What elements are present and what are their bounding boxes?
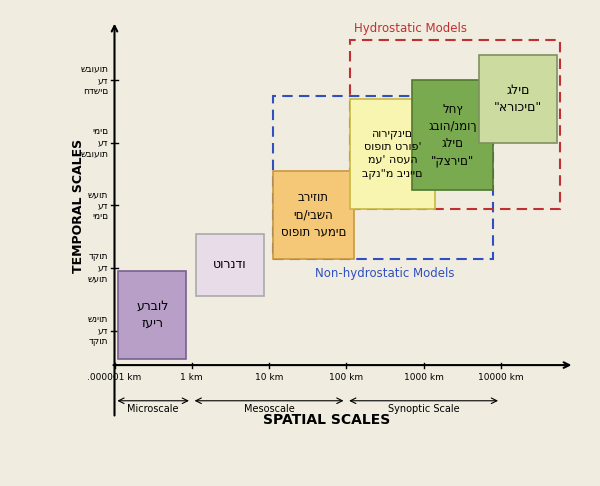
Text: 10000 km: 10000 km [478, 373, 524, 382]
Text: דקות
עד
שעות: דקות עד שעות [88, 252, 109, 284]
Text: ימים
עד
שבועות: ימים עד שבועות [80, 127, 109, 158]
Text: 1 km: 1 km [181, 373, 203, 382]
Text: Synoptic Scale: Synoptic Scale [388, 404, 460, 414]
Text: TEMPORAL SCALES: TEMPORAL SCALES [71, 139, 85, 273]
Text: הוריקנים
סופות טרופ'
מע' הסעה
בקנ"מ ביניים: הוריקנים סופות טרופ' מע' הסעה בקנ"מ ביני… [362, 129, 423, 179]
Bar [412, 80, 493, 190]
Bar [273, 171, 354, 259]
Text: טורנדו: טורנדו [213, 259, 247, 272]
Text: Microscale: Microscale [127, 404, 179, 414]
Text: בריזות
ים/יבשה
סופות רעמים: בריזות ים/יבשה סופות רעמים [281, 191, 346, 238]
Text: 100 km: 100 km [329, 373, 364, 382]
Bar [196, 234, 263, 296]
Text: שעות
עד
ימים: שעות עד ימים [88, 190, 109, 221]
Text: לחץ
גבוה/נמוך
גלים
"קצרים": לחץ גבוה/נמוך גלים "קצרים" [428, 103, 477, 167]
Text: Hydrostatic Models: Hydrostatic Models [354, 22, 467, 35]
Text: .000001 km: .000001 km [88, 373, 142, 382]
Text: SPATIAL SCALES: SPATIAL SCALES [263, 413, 391, 427]
Bar [273, 96, 493, 259]
Bar [350, 40, 560, 208]
Text: 10 km: 10 km [255, 373, 283, 382]
Bar [118, 271, 187, 359]
Text: גלים
"ארוכים": גלים "ארוכים" [494, 84, 542, 114]
Text: Non-hydrostatic Models: Non-hydrostatic Models [315, 267, 455, 280]
Text: ערבול
זעיר: ערבול זעיר [136, 300, 169, 330]
Text: שבועות
עד
חדשים: שבועות עד חדשים [80, 65, 109, 96]
Text: Mesoscale: Mesoscale [244, 404, 295, 414]
Bar [479, 55, 557, 143]
Text: שניות
עד
דקות: שניות עד דקות [88, 315, 109, 346]
Bar [350, 99, 435, 208]
Text: 1000 km: 1000 km [404, 373, 443, 382]
